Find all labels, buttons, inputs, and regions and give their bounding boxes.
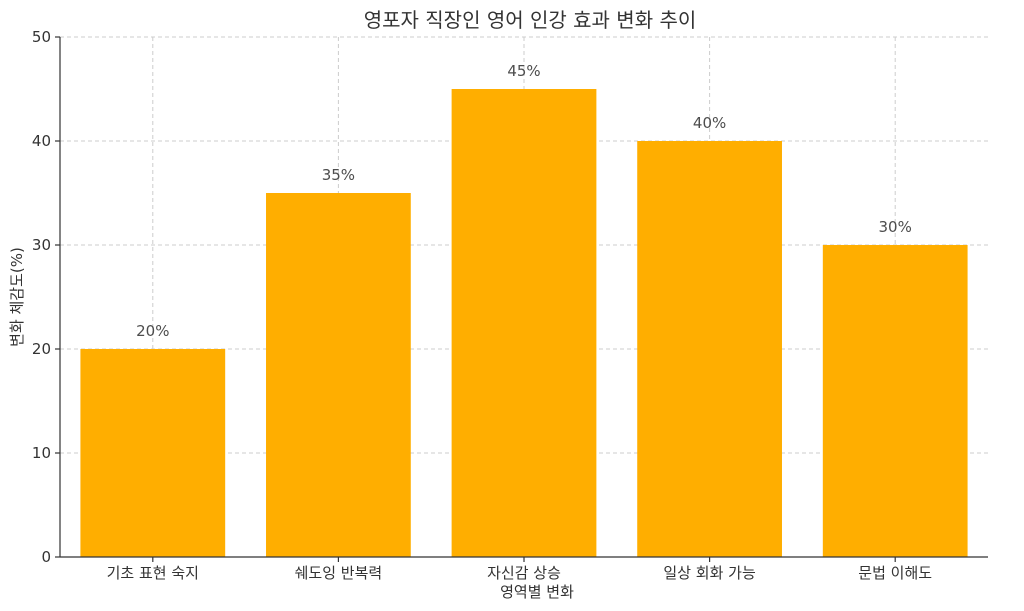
y-tick-label: 0 xyxy=(41,548,51,566)
bar-layer: 20% 35% 45% 40% 30% xyxy=(80,62,968,557)
x-tick-label: 기초 표현 숙지 xyxy=(107,564,199,582)
bar-value-label: 30% xyxy=(879,218,912,236)
y-tick-label: 40 xyxy=(32,132,51,150)
bar-value-label: 20% xyxy=(136,322,169,340)
bar-value-label: 40% xyxy=(693,114,726,132)
bar xyxy=(80,349,226,557)
x-tick-label: 자신감 상승 xyxy=(487,564,561,582)
x-tick-label: 일상 회화 가능 xyxy=(663,564,756,582)
axis-layer: 0 10 20 30 40 50 기초 표현 숙지 쉐도잉 반복력 자신감 상승 일상 회화 가능… xyxy=(32,28,988,582)
bar xyxy=(637,141,782,557)
bar xyxy=(822,245,968,557)
bar xyxy=(266,193,411,557)
chart-title: 영포자 직장인 영어 인강 효과 변화 추이 xyxy=(364,8,697,32)
y-axis-label: 변화 체감도(%) xyxy=(8,247,26,347)
x-tick-label: 쉐도잉 반복력 xyxy=(295,564,383,582)
bar-value-label: 45% xyxy=(507,62,540,80)
y-tick-label: 20 xyxy=(32,340,51,358)
y-tick-label: 30 xyxy=(32,236,51,254)
x-axis-label: 영역별 변화 xyxy=(500,583,574,601)
bar xyxy=(451,89,597,557)
y-tick-label: 10 xyxy=(32,444,51,462)
bar-value-label: 35% xyxy=(322,166,355,184)
y-tick-label: 50 xyxy=(32,28,51,46)
x-tick-label: 문법 이해도 xyxy=(858,564,932,582)
